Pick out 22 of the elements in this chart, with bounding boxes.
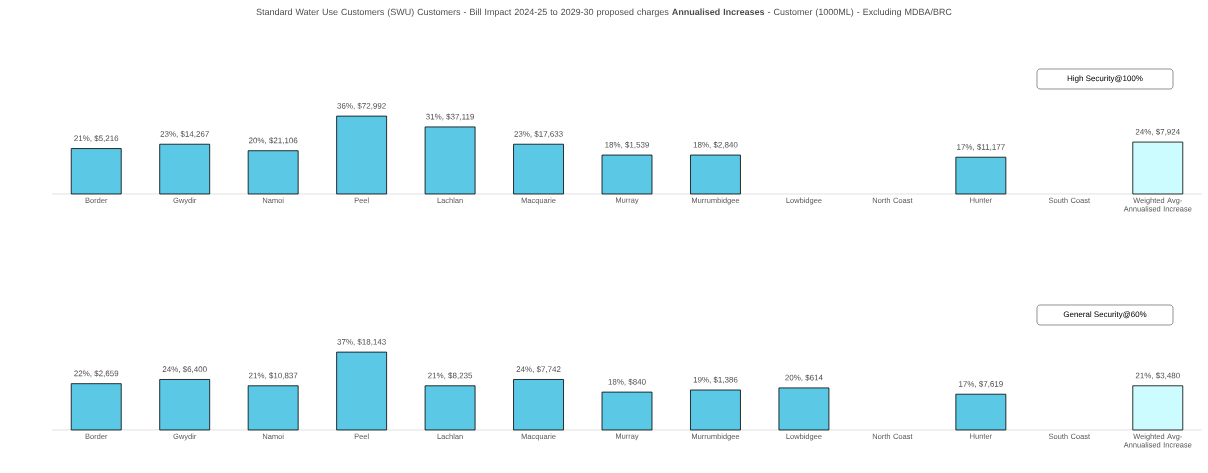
- bar: [513, 143, 564, 195]
- chart-title: Standard Water Use Customers (SWU) Customers - Bill Impact 2024-25 to 2029-30 proposed charges Annualised Increases - Customer (1000ML) - Excluding MDBA/BRC: [256, 8, 952, 17]
- bar: [601, 154, 653, 195]
- bar: [424, 126, 476, 195]
- bar: [1132, 385, 1184, 431]
- bar: [159, 379, 211, 431]
- bar: [247, 150, 299, 195]
- bar: [690, 389, 741, 431]
- bar: [513, 379, 564, 431]
- bar: [690, 154, 741, 195]
- bar: [70, 383, 122, 431]
- bar: [1132, 141, 1184, 195]
- bar: [247, 385, 299, 431]
- bar: [159, 143, 211, 195]
- bar: [601, 391, 653, 431]
- bar: [955, 156, 1007, 195]
- bar: [778, 387, 830, 431]
- bar: [424, 385, 476, 431]
- bar: [336, 115, 388, 195]
- bar: [955, 393, 1007, 431]
- bar: [70, 148, 122, 195]
- bar: [336, 351, 388, 431]
